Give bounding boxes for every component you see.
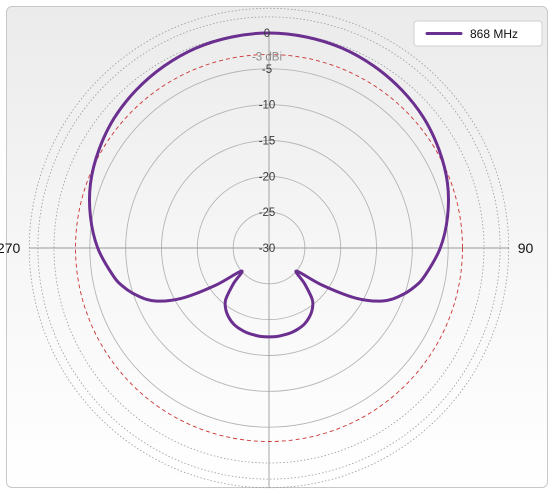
- legend-label: 868 MHz: [470, 27, 518, 41]
- reference-line: [75, 54, 463, 442]
- radial-tick-label: -30: [259, 243, 276, 255]
- radial-tick-label: -5: [262, 64, 272, 76]
- series-line-868-mhz: [88, 31, 450, 339]
- reference-line-label: -3 dBi: [252, 52, 282, 64]
- chart-grid: [28, 7, 510, 489]
- series-group: [88, 31, 450, 339]
- radial-tick-label: -25: [259, 207, 276, 219]
- radial-tick-label: -10: [259, 100, 276, 112]
- angle-label-270: 270: [0, 240, 20, 256]
- radial-tick-label: 0: [264, 28, 270, 40]
- axis-labels: 0-5-10-15-20-25-30-3 dBi90180270: [0, 28, 534, 256]
- radial-tick-label: -15: [259, 136, 276, 148]
- reference-line-group: [75, 54, 463, 442]
- legend-box: [413, 20, 543, 47]
- angle-label-90: 90: [518, 240, 534, 256]
- legend: 868 MHz: [413, 20, 543, 47]
- radial-tick-label: -20: [259, 171, 276, 183]
